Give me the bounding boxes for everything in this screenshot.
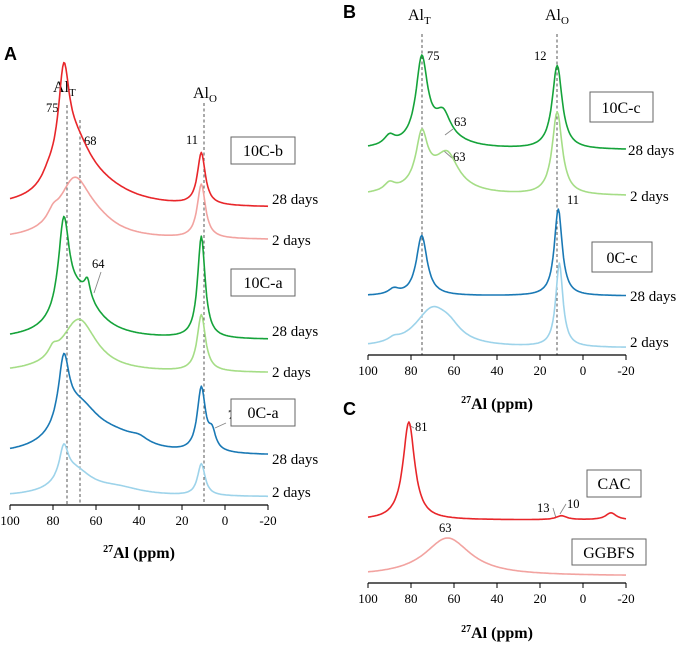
panel-b-trace-10c-c-2d: [367, 111, 626, 196]
panel-b-trace-0c-c-2d: [367, 262, 626, 348]
panel-b-peak-63-b-leader: [443, 150, 453, 159]
panel-b-ticks: 100 80 60 40 20 0 -20: [358, 355, 635, 378]
panel-b-sample-label-0c-c: 0C-c: [606, 250, 637, 267]
panel-b-tick-label-6: -20: [617, 363, 634, 378]
panel-a: A AlT AlO 75 68 11 64 7 10C-b 10C-a 0C-a…: [0, 44, 318, 562]
panel-c: C 81 13 10 63 CAC GGBFS 100 80 60 40 20 …: [343, 399, 647, 642]
panel-c-sample-label-ggbfs: GGBFS: [583, 545, 635, 562]
panel-a-legend-10c-b-2d: 2 days: [272, 233, 311, 249]
panel-b-peak-12: 12: [534, 49, 547, 63]
panel-c-tick-label-2: 60: [448, 591, 461, 606]
panel-c-tick-label-6: -20: [617, 591, 634, 606]
panel-b-legend-10c-c-28d: 28 days: [628, 143, 674, 159]
panel-c-peak-63: 63: [439, 521, 452, 535]
panel-b-letter: B: [343, 2, 356, 22]
panel-a-legend-0c-a-2d: 2 days: [272, 485, 311, 501]
panel-c-tick-label-1: 80: [405, 591, 418, 606]
panel-c-peak-10: 10: [567, 497, 580, 511]
panel-b-sample-box-10c-c: [589, 91, 654, 123]
panel-b-tick-label-2: 60: [448, 363, 461, 378]
panel-b-tick-label-0: 100: [358, 363, 378, 378]
panel-b-legend-0c-c-28d: 28 days: [630, 289, 676, 305]
panel-b-tick-label-1: 80: [405, 363, 418, 378]
panel-a-peak-64: 64: [92, 257, 105, 271]
panel-a-letter: A: [4, 44, 17, 64]
panel-a-trace-0c-a-2d: [9, 443, 268, 498]
panel-b-peak-63-a: 63: [454, 115, 467, 129]
panel-a-tick-label-4: 20: [176, 513, 189, 528]
panel-c-peak-81: 81: [415, 420, 428, 434]
panel-c-sample-box-ggbfs: [571, 538, 647, 566]
panel-a-site-alo: AlO: [193, 85, 217, 105]
panel-a-legend-10c-a-28d: 28 days: [272, 324, 318, 340]
panel-a-tick-label-6: -20: [259, 513, 276, 528]
panel-b-site-alo: AlO: [545, 7, 569, 27]
panel-b: B AlT AlO 75 12 63 63 11 10C-c 0C-c 28 d…: [343, 2, 676, 413]
panel-a-peak-64-leader: [93, 271, 102, 294]
panel-a-tick-label-1: 80: [47, 513, 60, 528]
panel-b-peak-11: 11: [567, 193, 579, 207]
panel-a-peak-68: 68: [84, 134, 97, 148]
panel-a-tick-label-0: 100: [0, 513, 20, 528]
panel-c-sample-label-cac: CAC: [598, 476, 631, 493]
panel-b-sample-box-0c-c: [591, 241, 653, 273]
panel-c-letter: C: [343, 399, 356, 419]
panel-b-tick-label-3: 40: [491, 363, 504, 378]
panel-b-peak-63-b: 63: [453, 150, 466, 164]
panel-a-legend-10c-a-2d: 2 days: [272, 365, 311, 381]
panel-c-peak-13-leader: [552, 507, 557, 519]
panel-a-trace-10c-a-28d: [9, 215, 269, 340]
panel-a-site-alt: AlT: [53, 79, 76, 99]
panel-c-x-axis-title: 27Al (ppm): [461, 624, 533, 642]
panel-a-legend-0c-a-28d: 28 days: [272, 452, 318, 468]
panel-a-sample-label-10c-b: 10C-b: [243, 143, 283, 160]
panel-a-ticks: 100 80 60 40 20 0 -20: [0, 505, 277, 528]
panel-b-x-axis-title: 27Al (ppm): [461, 395, 533, 413]
panel-c-peak-13: 13: [537, 501, 550, 515]
panel-b-trace-10c-c-28d: [367, 54, 627, 150]
panel-c-sample-box-cac: [586, 469, 642, 498]
panel-a-peak-11: 11: [186, 133, 198, 147]
panel-c-ticks: 100 80 60 40 20 0 -20: [358, 583, 635, 606]
panel-c-tick-label-3: 40: [491, 591, 504, 606]
panel-b-peak-75: 75: [427, 49, 440, 63]
panel-b-site-alt: AlT: [408, 7, 431, 27]
panel-c-trace-cac: [367, 421, 627, 521]
panel-a-tick-label-5: 0: [222, 513, 229, 528]
panel-a-sample-label-10c-a: 10C-a: [243, 275, 282, 292]
panel-a-sample-box-0c-a: [230, 398, 296, 427]
panel-a-peak-75: 75: [46, 101, 59, 115]
panel-c-tick-label-0: 100: [358, 591, 378, 606]
panel-a-trace-10c-b-2d: [9, 176, 268, 240]
panel-a-peak-7-leader: [214, 422, 227, 429]
panel-b-peak-63-a-leader: [444, 128, 454, 136]
panel-b-trace-0c-c-28d: [367, 208, 626, 297]
panel-c-tick-label-4: 20: [534, 591, 547, 606]
panel-a-trace-0c-a-28d: [9, 352, 269, 455]
panel-a-trace-10c-b-28d: [9, 61, 269, 208]
panel-b-legend-0c-c-2d: 2 days: [630, 335, 669, 351]
panel-a-sample-box-10c-b: [230, 136, 296, 165]
panel-a-sample-label-0c-a: 0C-a: [247, 405, 278, 422]
panel-a-x-axis-title: 27Al (ppm): [103, 544, 175, 562]
panel-c-peak-10-leader: [559, 503, 567, 515]
panel-b-sample-label-10c-c: 10C-c: [601, 100, 640, 117]
panel-a-sample-box-10c-a: [230, 268, 296, 297]
panel-b-legend-10c-c-2d: 2 days: [630, 189, 669, 205]
panel-b-tick-label-5: 0: [580, 363, 587, 378]
panel-b-tick-label-4: 20: [534, 363, 547, 378]
panel-c-trace-ggbfs: [367, 537, 626, 576]
panel-a-legend-10c-b-28d: 28 days: [272, 192, 318, 208]
panel-c-tick-label-5: 0: [580, 591, 587, 606]
panel-a-trace-10c-a-2d: [9, 313, 268, 373]
panel-a-tick-label-2: 60: [90, 513, 103, 528]
panel-a-tick-label-3: 40: [133, 513, 146, 528]
